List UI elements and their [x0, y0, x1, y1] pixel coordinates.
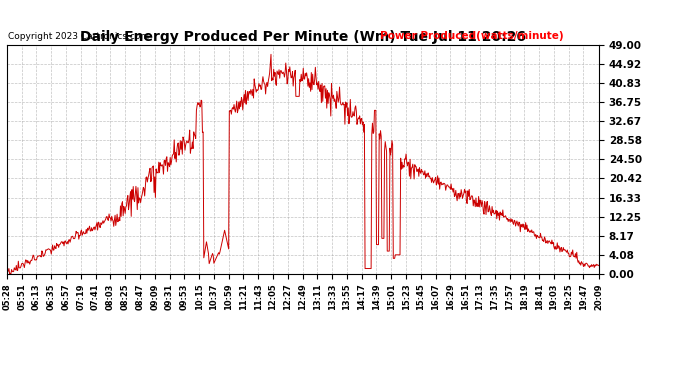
- Title: Daily Energy Produced Per Minute (Wm) Tue Jul 11 20:26: Daily Energy Produced Per Minute (Wm) Tu…: [80, 30, 526, 44]
- Text: Power Produced(watts/minute): Power Produced(watts/minute): [380, 32, 563, 41]
- Text: Copyright 2023 Cartronics.com: Copyright 2023 Cartronics.com: [8, 32, 150, 41]
